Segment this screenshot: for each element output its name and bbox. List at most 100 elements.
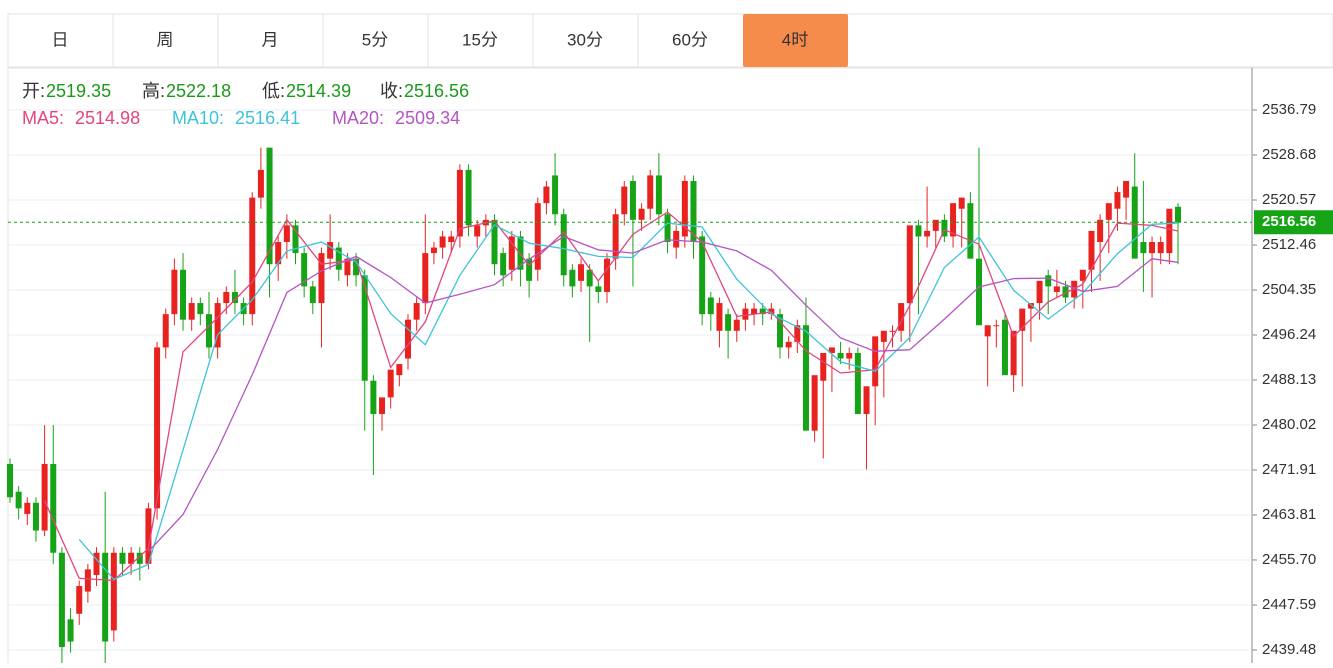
candle-body <box>214 303 221 348</box>
candle-body <box>171 269 178 315</box>
candle-body <box>1036 280 1043 304</box>
tab[interactable]: 5分 <box>362 30 388 49</box>
candle-body <box>950 203 957 237</box>
candle-body <box>820 352 827 381</box>
y-tick-label: 2480.02 <box>1262 416 1316 433</box>
tab[interactable]: 60分 <box>672 30 708 49</box>
last-price-box <box>1254 210 1333 235</box>
candle-body <box>439 236 446 248</box>
candle-body <box>32 502 39 531</box>
candle-body <box>906 225 913 304</box>
candle-body <box>725 314 732 331</box>
candle-body <box>1166 208 1173 254</box>
tab[interactable]: 日 <box>52 30 69 49</box>
candle-body <box>7 463 13 498</box>
candle-body <box>404 319 411 359</box>
tab[interactable]: 15分 <box>462 30 498 49</box>
candle-body <box>1019 308 1026 331</box>
candle-body <box>1079 269 1086 281</box>
candle-body <box>621 186 628 215</box>
tab[interactable]: 周 <box>157 30 174 49</box>
candle-body <box>15 491 22 509</box>
candle-body <box>205 314 212 348</box>
candle-body <box>257 169 264 198</box>
candle-body <box>976 258 983 326</box>
tab[interactable]: 4时 <box>782 30 808 49</box>
candle-body <box>500 253 507 276</box>
candle-body <box>110 552 117 631</box>
candle-body <box>595 286 602 292</box>
candle-body <box>638 208 645 220</box>
candle-body <box>699 236 706 315</box>
candle-body <box>309 286 316 304</box>
candle-body <box>889 330 896 332</box>
candle-body <box>673 230 680 248</box>
info-label: 开: <box>22 81 45 101</box>
candle-body <box>266 147 273 265</box>
candle-body <box>370 380 377 415</box>
candle-body <box>785 341 792 348</box>
candle-body <box>1175 206 1181 223</box>
candle-body <box>344 258 351 276</box>
ma-line <box>44 211 1179 582</box>
candle-body <box>136 552 143 564</box>
info-value: 2519.35 <box>46 81 111 101</box>
candle-body <box>76 586 83 614</box>
info-value: 2516.56 <box>404 81 469 101</box>
info-value: 2522.18 <box>166 81 231 101</box>
candle-body <box>58 552 65 648</box>
info-label: 高: <box>142 81 165 101</box>
candle-body <box>41 463 48 531</box>
candle-body <box>1114 192 1121 209</box>
candle-body <box>50 463 57 553</box>
candle-body <box>603 258 610 292</box>
tab-active-bg <box>743 14 848 67</box>
candle-body <box>119 552 126 564</box>
candle-body <box>958 197 965 209</box>
candle-body <box>1062 286 1069 298</box>
y-tick-label: 2455.70 <box>1262 551 1316 568</box>
y-tick-label: 2512.46 <box>1262 236 1316 253</box>
legend-value: 2509.34 <box>395 108 460 128</box>
candle-body <box>1140 242 1147 254</box>
y-tick-label: 2463.81 <box>1262 506 1316 523</box>
candle-body <box>629 180 636 220</box>
candle-body <box>854 352 861 415</box>
candle-body <box>777 314 784 348</box>
candle-body <box>716 303 723 331</box>
candle-body <box>759 308 766 315</box>
candle-body <box>837 352 844 359</box>
candle-body <box>733 319 740 331</box>
candle-body <box>456 169 463 237</box>
candle-body <box>249 197 256 315</box>
candle-body <box>560 214 567 276</box>
candle-body <box>361 275 368 381</box>
candle-body <box>188 303 195 320</box>
candle-body <box>180 269 187 320</box>
candle-body <box>924 230 931 237</box>
candle-body <box>1027 303 1034 309</box>
info-value: 2514.39 <box>286 81 351 101</box>
candle-body <box>465 169 472 226</box>
candle-body <box>681 180 688 237</box>
candle-body <box>993 325 1000 327</box>
candle-body <box>491 219 498 265</box>
candle-body <box>1045 275 1052 287</box>
legend-label: MA5: <box>22 108 69 128</box>
candle-body <box>526 258 533 281</box>
candle-body <box>664 214 671 243</box>
candle-body <box>915 225 922 237</box>
candle-body <box>154 347 161 509</box>
candle-body <box>145 508 152 564</box>
candle-body <box>751 308 758 315</box>
candle-body <box>794 325 801 342</box>
ma-line <box>147 235 1179 553</box>
candle-body <box>707 297 714 315</box>
tab[interactable]: 月 <box>262 30 279 49</box>
y-tick-label: 2520.57 <box>1262 191 1316 208</box>
candle-body <box>932 219 939 231</box>
candle-body <box>1010 330 1017 376</box>
candle-body <box>1097 219 1104 243</box>
tab[interactable]: 30分 <box>567 30 603 49</box>
